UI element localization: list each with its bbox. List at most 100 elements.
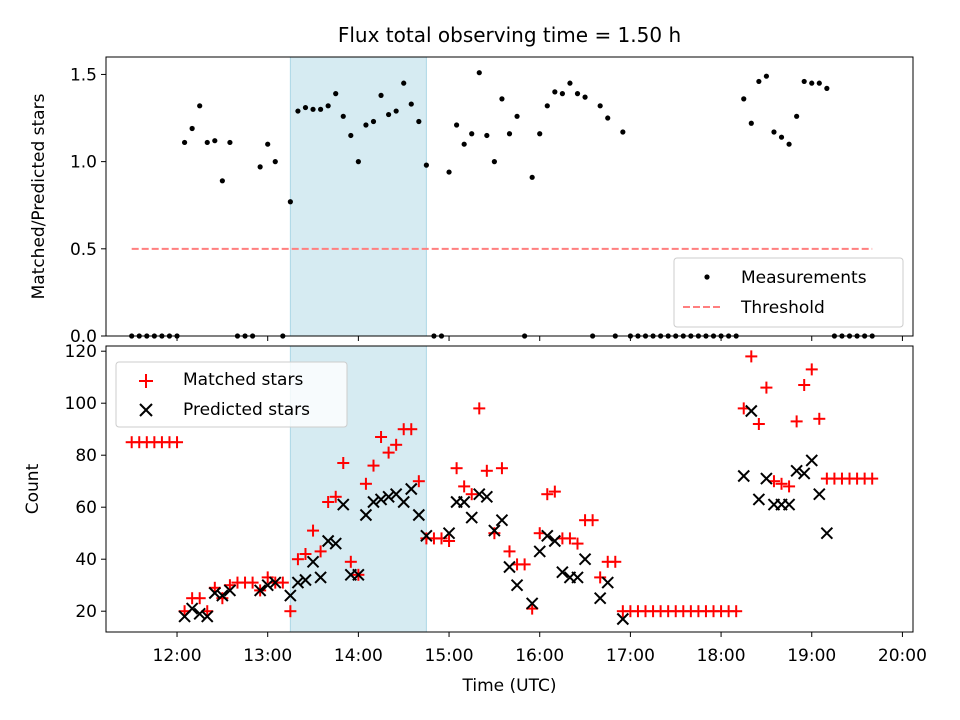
matched-stars-point (760, 381, 773, 394)
matched-stars-point (745, 350, 758, 363)
measurement-point (756, 78, 762, 85)
predicted-stars-point (284, 589, 297, 602)
measurement-point (340, 113, 346, 119)
bottom-axes: 20 40 60 80 100 120 12:00 13:00 14:00 15:00 16:00… (23, 342, 927, 696)
matched-stars-point (586, 514, 599, 527)
matched-stars-point (405, 423, 418, 436)
measurement-point (605, 115, 611, 121)
predicted-stars-point (321, 534, 335, 548)
bottom-y-axis-label: Count (23, 463, 43, 514)
measurement-point (763, 73, 770, 79)
predicted-stars-point (760, 472, 773, 485)
predicted-stars-point (412, 508, 426, 522)
measurement-point (219, 178, 225, 184)
legend-matched-marker (139, 374, 153, 388)
measurement-point (204, 139, 210, 146)
predicted-stars-point (420, 529, 433, 543)
measurement-point (816, 80, 822, 86)
predicted-stars-point (495, 513, 509, 527)
predicted-stars-point (541, 529, 554, 543)
predicted-stars-point (473, 487, 486, 501)
predicted-stars-point (193, 607, 206, 621)
measurement-point (552, 89, 558, 95)
matched-stars-point (382, 446, 395, 459)
matched-stars-point (548, 485, 561, 498)
measurement-point (386, 111, 392, 118)
predicted-stars-point (405, 482, 418, 496)
matched-stars-point (775, 477, 788, 490)
matched-stars-point (344, 555, 357, 568)
bottom-y-tick-label: 120 (65, 342, 97, 362)
top-chart-title: Flux total observing time = 1.50 h (338, 23, 681, 47)
measurement-point (370, 118, 377, 125)
measurement-point (287, 199, 293, 205)
matched-stars-point (276, 576, 289, 589)
measurement-point (537, 131, 543, 137)
measurement-point (181, 139, 188, 146)
matched-stars-point (435, 532, 448, 545)
predicted-stars-point (488, 524, 501, 537)
measurement-point (484, 132, 490, 139)
matched-stars-point (783, 480, 796, 493)
top-x-ticks (176, 336, 903, 341)
predicted-stars-point (525, 597, 539, 610)
matched-stars-point (375, 431, 388, 443)
measurement-point (461, 141, 467, 147)
measurement-point (454, 122, 460, 128)
predicted-stars-point (752, 493, 766, 506)
measurement-point (469, 131, 475, 137)
matched-stars-point (503, 545, 516, 558)
predicted-stars-point (269, 576, 282, 589)
matched-stars-point (866, 472, 879, 485)
measurement-point (295, 108, 301, 114)
measurement-point (302, 104, 309, 111)
measurement-point (227, 139, 233, 146)
predicted-stars-point (314, 571, 327, 584)
predicted-stars-point (578, 552, 592, 566)
bottom-x-tick-label: 13:00 (243, 646, 292, 666)
predicted-stars-point (352, 568, 365, 582)
bottom-x-tick-label: 12:00 (153, 646, 202, 666)
measurement-point (748, 120, 754, 126)
matched-stars-point (171, 436, 184, 449)
matched-stars-point (337, 457, 350, 469)
measurement-point (378, 92, 384, 98)
bottom-y-tick-label: 80 (75, 446, 97, 466)
predicted-stars-point (208, 586, 222, 600)
predicted-stars-point (223, 584, 237, 597)
measurement-point (325, 103, 331, 109)
matched-stars-point (790, 415, 803, 428)
predicted-stars-point (457, 495, 471, 509)
matched-stars-point (563, 532, 576, 545)
predicted-stars-point (797, 467, 811, 480)
measurement-point (401, 80, 407, 86)
measurement-point (491, 159, 497, 165)
predicted-stars-point (185, 602, 199, 615)
measurement-point (620, 129, 626, 135)
bottom-x-tick-label: 14:00 (334, 646, 383, 666)
predicted-stars-point (253, 584, 267, 597)
legend-measurements-label: Measurements (741, 268, 867, 288)
matched-stars-point (458, 480, 471, 493)
matched-stars-point (730, 605, 743, 618)
matched-stars-point (473, 402, 486, 415)
bottom-x-axis-label: Time (UTC) (462, 676, 557, 696)
legend-predicted-marker (139, 403, 153, 417)
measurement-point (197, 103, 203, 109)
measurement-point (597, 103, 603, 109)
measurement-point (514, 113, 520, 119)
matched-stars-point (495, 462, 508, 475)
top-shaded-interval (289, 56, 427, 337)
predicted-stars-point (782, 498, 796, 511)
top-axes: 0.0 0.5 1.0 1.5 Flux total observing time =… (29, 23, 914, 347)
measurement-point (333, 91, 339, 97)
measurement-point (499, 96, 505, 102)
measurement-point (771, 129, 777, 135)
predicted-stars-point (337, 498, 350, 511)
bottom-x-tick-label: 20:00 (878, 646, 927, 666)
measurement-point (582, 94, 588, 100)
legend-predicted-label: Predicted stars (183, 400, 310, 420)
matched-stars-point (390, 438, 403, 451)
matched-stars-point (367, 459, 380, 472)
